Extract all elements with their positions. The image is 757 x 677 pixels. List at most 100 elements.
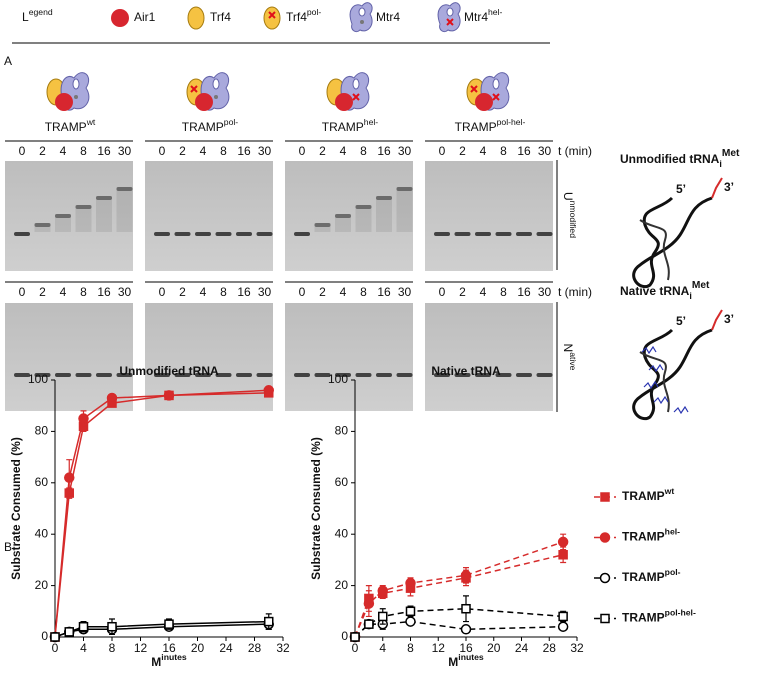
- gel-band: [96, 196, 112, 200]
- data-point: [460, 570, 472, 581]
- gel-band: [376, 373, 392, 377]
- icon-air1: [475, 93, 493, 111]
- data-point: [557, 536, 569, 548]
- mutation-mark: [446, 18, 454, 26]
- x-axis-label: Minutes: [448, 652, 484, 669]
- gel-band: [215, 232, 232, 236]
- data-point: [405, 616, 416, 627]
- y-tick-label: 0: [41, 629, 48, 643]
- row-label: Unmodified: [561, 192, 578, 238]
- gel-band: [236, 232, 252, 236]
- y-tick-label: 80: [35, 424, 49, 438]
- icon-mtr4-hole: [358, 7, 366, 17]
- x-tick-label: 16: [459, 641, 473, 655]
- y-tick-label: 100: [28, 372, 48, 386]
- gel-band: [536, 232, 553, 236]
- lane-label: 16: [517, 285, 531, 299]
- gel-band: [116, 187, 133, 191]
- gel-band: [516, 373, 532, 377]
- modification: [653, 395, 669, 405]
- data-point: [378, 611, 388, 622]
- x-tick-label: 8: [407, 641, 414, 655]
- data-point: [405, 606, 416, 617]
- legend-label: Trf4pol-: [286, 7, 321, 24]
- icon-air1: [195, 93, 213, 111]
- icon-mtr4-core: [360, 20, 364, 24]
- lane-label: 8: [360, 285, 367, 299]
- lane-label: 0: [159, 144, 166, 158]
- gel-smear: [116, 187, 133, 232]
- lane-label: 2: [179, 285, 186, 299]
- lane-label: 16: [377, 144, 391, 158]
- chart-title: Unmodified tRNA: [119, 364, 219, 378]
- mutation-mark: [268, 11, 276, 19]
- structure-title: Unmodified tRNAiMet: [620, 148, 740, 170]
- icon-air1: [55, 93, 73, 111]
- gel-smear: [34, 223, 51, 232]
- data-point: [461, 603, 471, 614]
- x-tick-label: 0: [352, 641, 359, 655]
- mutation-mark: [352, 93, 360, 101]
- lane-label: 0: [19, 285, 26, 299]
- gel-image: [425, 303, 553, 411]
- data-point: [364, 619, 374, 629]
- x-tick-label: 28: [248, 641, 262, 655]
- icon-mtr4: [349, 2, 373, 33]
- lane-label: 30: [258, 285, 272, 299]
- lane-label: 16: [237, 144, 251, 158]
- icon-mtr4-core: [214, 95, 218, 99]
- gel-band: [256, 373, 273, 377]
- data-point: [64, 472, 75, 483]
- gel-band: [396, 187, 413, 191]
- row-label: Native: [561, 344, 578, 371]
- series-line: [354, 541, 564, 638]
- gel-band: [116, 373, 133, 377]
- gel-band: [475, 232, 491, 236]
- lane-label: 0: [19, 144, 26, 158]
- panel-label: B: [4, 540, 12, 554]
- lane-label: 2: [459, 285, 466, 299]
- gel-band: [396, 373, 413, 377]
- gel-smear: [314, 223, 331, 232]
- y-tick-label: 100: [328, 372, 348, 386]
- gel-band: [376, 196, 392, 200]
- lane-label: 2: [39, 285, 46, 299]
- lane-label: 8: [500, 144, 507, 158]
- gel-band: [516, 232, 532, 236]
- y-axis-label: Substrate Consumed (%): [9, 437, 23, 580]
- y-tick-label: 20: [35, 578, 49, 592]
- lane-label: 2: [179, 144, 186, 158]
- lane-label: 0: [299, 285, 306, 299]
- data-point: [558, 550, 568, 560]
- complex-title: TRAMPhel-: [322, 117, 379, 134]
- y-tick-label: 60: [335, 475, 349, 489]
- trna-ribbon: [632, 196, 713, 289]
- legend-marker: [599, 572, 611, 584]
- y-tick-label: 80: [335, 424, 349, 438]
- lane-label: 30: [398, 144, 412, 158]
- legend-label: Trf4: [210, 10, 231, 24]
- y-tick-label: 0: [341, 629, 348, 643]
- x-tick-label: 0: [52, 641, 59, 655]
- data-point: [363, 598, 375, 609]
- lane-label: 2: [459, 144, 466, 158]
- gel-band: [434, 373, 450, 377]
- complex-title: TRAMPpol-hel-: [455, 117, 526, 134]
- lane-label: 30: [398, 285, 412, 299]
- data-point: [460, 624, 472, 635]
- x-tick-label: 32: [570, 641, 584, 655]
- lane-label: 16: [237, 285, 251, 299]
- modification: [673, 405, 689, 415]
- y-axis-label: Substrate Consumed (%): [309, 437, 323, 580]
- lane-label: 0: [439, 144, 446, 158]
- gel-band: [454, 373, 471, 377]
- lane-label: 2: [39, 144, 46, 158]
- trna-ribbon: [632, 328, 713, 421]
- icon-mtr4-hole: [212, 78, 220, 90]
- legend-marker: [600, 613, 610, 624]
- gel-band: [14, 232, 30, 236]
- complex-title: TRAMPpol-: [182, 117, 239, 134]
- gel-smear: [355, 205, 372, 232]
- legend-label: Air1: [134, 10, 156, 24]
- icon-mtr4-core: [74, 95, 78, 99]
